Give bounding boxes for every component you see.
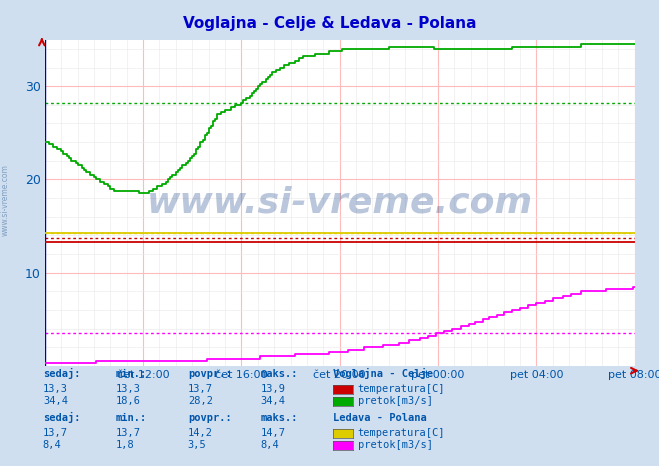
Text: 13,7: 13,7: [188, 384, 213, 394]
Text: temperatura[C]: temperatura[C]: [358, 384, 445, 394]
Text: povpr.:: povpr.:: [188, 413, 231, 423]
Text: pretok[m3/s]: pretok[m3/s]: [358, 397, 433, 406]
Text: 34,4: 34,4: [260, 397, 285, 406]
Text: 13,9: 13,9: [260, 384, 285, 394]
Text: www.si-vreme.com: www.si-vreme.com: [147, 186, 532, 219]
Text: pretok[m3/s]: pretok[m3/s]: [358, 440, 433, 450]
Text: 13,3: 13,3: [43, 384, 68, 394]
Text: 13,7: 13,7: [43, 428, 68, 438]
Text: sedaj:: sedaj:: [43, 412, 80, 423]
Text: sedaj:: sedaj:: [43, 369, 80, 379]
Text: 8,4: 8,4: [260, 440, 279, 450]
Text: 13,7: 13,7: [115, 428, 140, 438]
Text: 8,4: 8,4: [43, 440, 61, 450]
Text: maks.:: maks.:: [260, 370, 298, 379]
Text: 14,7: 14,7: [260, 428, 285, 438]
Text: 13,3: 13,3: [115, 384, 140, 394]
Text: 18,6: 18,6: [115, 397, 140, 406]
Text: 14,2: 14,2: [188, 428, 213, 438]
Text: Voglajna - Celje & Ledava - Polana: Voglajna - Celje & Ledava - Polana: [183, 16, 476, 31]
Text: povpr.:: povpr.:: [188, 370, 231, 379]
Text: 28,2: 28,2: [188, 397, 213, 406]
Text: 34,4: 34,4: [43, 397, 68, 406]
Text: 1,8: 1,8: [115, 440, 134, 450]
Text: Voglajna - Celje: Voglajna - Celje: [333, 369, 433, 379]
Text: www.si-vreme.com: www.si-vreme.com: [1, 164, 10, 236]
Text: min.:: min.:: [115, 413, 146, 423]
Text: 3,5: 3,5: [188, 440, 206, 450]
Text: Ledava - Polana: Ledava - Polana: [333, 413, 426, 423]
Text: min.:: min.:: [115, 370, 146, 379]
Text: temperatura[C]: temperatura[C]: [358, 428, 445, 438]
Text: maks.:: maks.:: [260, 413, 298, 423]
